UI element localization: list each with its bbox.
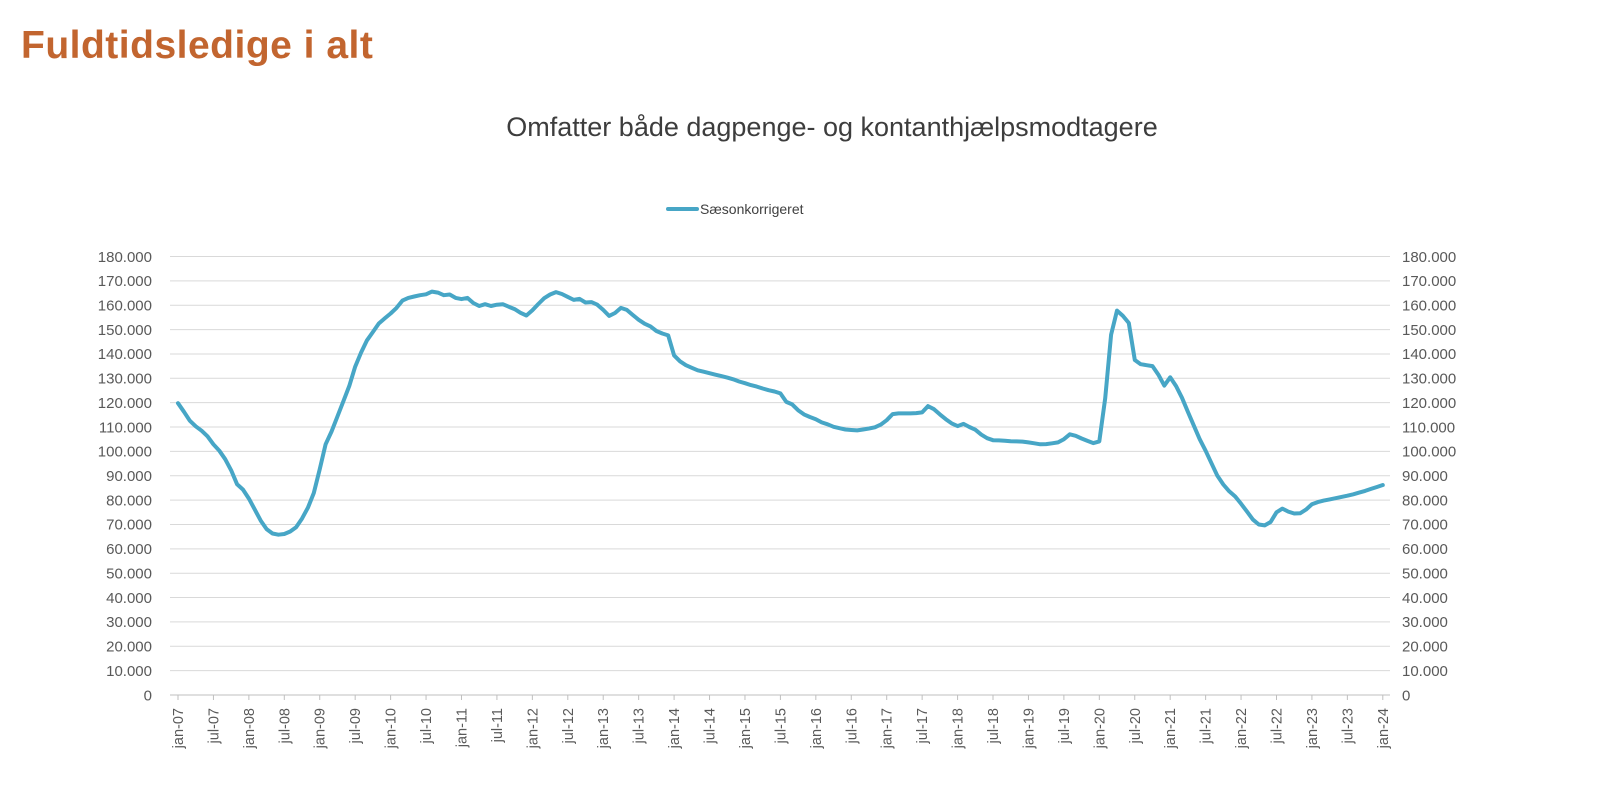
x-axis-label: jan-19 (1021, 708, 1037, 749)
y-axis-label-right: 90.000 (1402, 468, 1448, 485)
x-axis-label: jan-24 (1376, 708, 1392, 749)
x-axis-label: jan-12 (525, 708, 541, 749)
y-axis-label-right: 80.000 (1402, 492, 1448, 509)
x-axis-label: jan-16 (809, 708, 825, 749)
x-axis-label: jan-21 (1163, 708, 1179, 749)
x-axis-label: jul-22 (1269, 708, 1285, 744)
x-axis-label: jan-10 (384, 708, 400, 749)
x-axis-label: jan-17 (880, 708, 896, 749)
chart-subtitle: Omfatter både dagpenge- og kontanthjælps… (506, 112, 1158, 142)
x-axis-label: jul-17 (915, 708, 931, 744)
y-axis-label-right: 100.000 (1402, 444, 1456, 461)
series-line-saesonkorrigeret (176, 289, 1385, 537)
x-axis-label: jan-11 (454, 708, 470, 748)
x-axis-label: jul-18 (986, 708, 1002, 744)
x-axis-label: jan-13 (596, 708, 612, 749)
y-axis-label-left: 50.000 (106, 565, 152, 582)
legend-label: Sæsonkorrigeret (700, 201, 804, 217)
x-axis-label: jan-18 (951, 708, 967, 749)
x-axis-label: jul-19 (1057, 708, 1073, 744)
x-axis-label: jan-20 (1092, 708, 1108, 749)
x-axis-label: jul-12 (561, 708, 577, 744)
x-axis-label: jan-23 (1305, 708, 1321, 749)
x-axis-label: jan-15 (738, 708, 754, 749)
y-axis-label-right: 160.000 (1402, 297, 1456, 314)
x-axis-label: jul-23 (1340, 708, 1356, 744)
y-axis-label-left: 20.000 (106, 639, 152, 656)
y-axis-label-left: 150.000 (98, 322, 152, 339)
x-axis-label: jul-10 (419, 708, 435, 744)
y-axis-label-left: 10.000 (106, 663, 152, 680)
y-axis-label-left: 120.000 (98, 395, 152, 412)
y-axis-label-left: 0 (144, 687, 152, 704)
y-axis-label-right: 20.000 (1402, 639, 1448, 656)
x-axis-label: jul-07 (206, 708, 222, 744)
x-axis-label: jan-08 (242, 708, 258, 749)
y-axis-label-left: 100.000 (98, 444, 152, 461)
y-axis-label-left: 110.000 (99, 419, 152, 436)
y-axis-label-right: 110.000 (1402, 419, 1455, 436)
y-axis-label-left: 60.000 (106, 541, 152, 558)
legend-line-swatch (666, 207, 699, 211)
y-axis-label-right: 30.000 (1402, 614, 1448, 631)
y-axis-label-left: 90.000 (106, 468, 152, 485)
x-axis-label: jan-09 (313, 708, 329, 749)
x-axis-label: jul-20 (1128, 708, 1144, 744)
x-axis-label: jul-15 (773, 708, 789, 744)
legend: Sæsonkorrigeret (666, 201, 804, 217)
x-axis-label: jul-11 (490, 708, 506, 743)
y-axis-label-left: 30.000 (106, 614, 152, 631)
x-axis-label: jul-16 (844, 708, 860, 744)
y-axis-label-left: 40.000 (106, 590, 152, 607)
y-axis-label-left: 160.000 (98, 297, 152, 314)
x-axis-label: jul-14 (703, 708, 719, 744)
y-axis-label-right: 0 (1402, 687, 1410, 704)
x-axis-label: jul-21 (1199, 708, 1215, 744)
x-axis-label: jan-07 (171, 708, 187, 749)
y-axis-label-right: 10.000 (1402, 663, 1448, 680)
y-axis-label-right: 120.000 (1402, 395, 1456, 412)
y-axis-label-right: 70.000 (1402, 517, 1448, 534)
y-axis-label-right: 50.000 (1402, 565, 1448, 582)
y-axis-label-right: 150.000 (1402, 322, 1456, 339)
x-axis-label: jul-08 (277, 708, 293, 744)
x-axis-label: jan-14 (667, 708, 683, 749)
y-axis-label-right: 60.000 (1402, 541, 1448, 558)
x-axis-label: jul-09 (348, 708, 364, 744)
page-title: Fuldtidsledige i alt (21, 24, 374, 67)
y-axis-label-left: 80.000 (106, 492, 152, 509)
y-axis-label-right: 130.000 (1402, 371, 1456, 388)
y-axis-label-left: 180.000 (98, 249, 152, 266)
y-axis-label-left: 70.000 (106, 517, 152, 534)
y-axis-label-right: 170.000 (1402, 273, 1456, 290)
y-axis-label-right: 180.000 (1402, 249, 1456, 266)
y-axis-label-left: 140.000 (98, 346, 152, 363)
y-axis-label-right: 140.000 (1402, 346, 1456, 363)
x-axis-label: jan-22 (1234, 708, 1250, 749)
x-axis-label: jul-13 (632, 708, 648, 744)
y-axis-label-left: 130.000 (98, 371, 152, 388)
y-axis-label-right: 40.000 (1402, 590, 1448, 607)
y-axis-label-left: 170.000 (98, 273, 152, 290)
